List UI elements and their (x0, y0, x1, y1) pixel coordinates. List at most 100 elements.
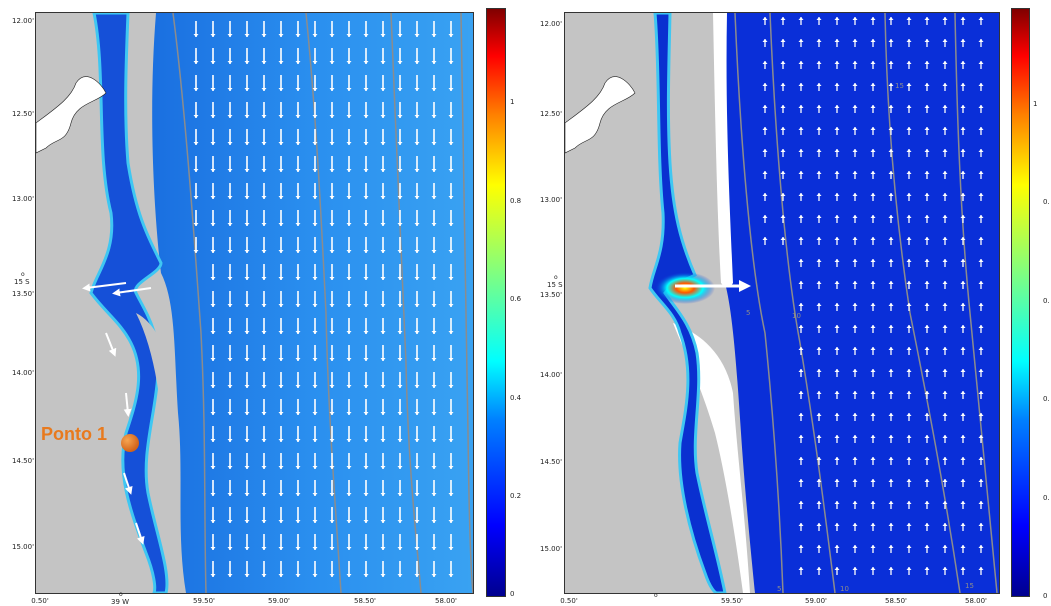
current-arrow-head (978, 435, 984, 438)
current-arrow-head (798, 567, 804, 570)
current-arrow-head (261, 304, 267, 307)
current-arrow-head (380, 331, 386, 334)
current-arrow-head (295, 520, 301, 523)
current-arrow-head (924, 501, 930, 504)
left-ytick: 13.00' (12, 195, 34, 203)
current-arrow-head (448, 385, 454, 388)
current-arrow-head (414, 142, 420, 145)
current-arrow-head (852, 435, 858, 438)
current-arrow-head (852, 237, 858, 240)
current-arrow-head (852, 347, 858, 350)
current-arrow-head (431, 520, 437, 523)
current-arrow-head (942, 523, 948, 526)
right-ytick: 14.50' (540, 458, 562, 466)
current-arrow-head (978, 523, 984, 526)
current-arrow-head (278, 358, 284, 361)
current-arrow-head (380, 115, 386, 118)
current-arrow-head (261, 196, 267, 199)
current-arrow-head (924, 193, 930, 196)
current-arrow-head (329, 88, 335, 91)
current-arrow-head (816, 17, 822, 20)
river-arrow (123, 472, 133, 495)
lat-value: 15 S (14, 278, 30, 286)
current-arrow-head (888, 457, 894, 460)
current-arrow-head (780, 17, 786, 20)
right-lat-label: 15 S o (547, 274, 563, 289)
current-arrow-head (227, 520, 233, 523)
current-arrow-head (261, 169, 267, 172)
current-arrow-head (834, 127, 840, 130)
current-arrow-head (942, 391, 948, 394)
current-arrow-head (210, 250, 216, 253)
current-arrow-head (924, 149, 930, 152)
current-arrow-head (244, 223, 250, 226)
current-arrow-head (906, 501, 912, 504)
current-arrow-head (397, 520, 403, 523)
current-arrow-head (329, 250, 335, 253)
current-arrow-head (852, 281, 858, 284)
current-arrow-head (312, 331, 318, 334)
current-arrow-head (798, 369, 804, 372)
current-arrow-head (924, 105, 930, 108)
current-arrow-head (942, 347, 948, 350)
current-arrow-head (329, 385, 335, 388)
current-arrow-head (762, 149, 768, 152)
current-arrow-head (278, 331, 284, 334)
current-arrow-head (312, 115, 318, 118)
left-cb-tick: 0.2 (510, 492, 522, 500)
current-arrow-head (329, 34, 335, 37)
current-arrow-head (906, 281, 912, 284)
current-arrow-head (924, 17, 930, 20)
current-arrow-head (329, 412, 335, 415)
current-arrow-head (380, 574, 386, 577)
current-arrow-head (295, 223, 301, 226)
current-arrow-head (210, 169, 216, 172)
ponto-1-label: Ponto 1 (41, 424, 107, 444)
ponto-1-marker[interactable] (121, 434, 139, 452)
current-arrow-head (816, 193, 822, 196)
current-arrow-head (278, 493, 284, 496)
current-arrow-head (431, 547, 437, 550)
current-arrow-head (210, 385, 216, 388)
current-arrow-head (346, 493, 352, 496)
current-arrow-head (244, 439, 250, 442)
current-arrow-head (816, 39, 822, 42)
current-arrow-head (978, 193, 984, 196)
current-arrow-head (834, 149, 840, 152)
current-arrow-head (978, 303, 984, 306)
current-arrow-head (278, 277, 284, 280)
current-arrow-head (942, 567, 948, 570)
current-arrow-head (261, 574, 267, 577)
left-ytick: 15.00' (12, 543, 34, 551)
current-arrow-head (906, 171, 912, 174)
left-lat-label: 15 S o (14, 271, 30, 286)
current-arrow-head (762, 39, 768, 42)
current-arrow-head (244, 574, 250, 577)
current-arrow-head (312, 520, 318, 523)
current-arrow-head (888, 281, 894, 284)
current-arrow-head (924, 391, 930, 394)
current-arrow-head (346, 466, 352, 469)
right-map[interactable]: 5 10 15 5 10 15 (564, 12, 1000, 594)
current-arrow-head (210, 34, 216, 37)
current-arrow-head (193, 34, 199, 37)
current-arrow-head (431, 277, 437, 280)
current-arrow-head (870, 281, 876, 284)
current-arrow-head (960, 105, 966, 108)
current-arrow-head (960, 237, 966, 240)
current-arrows (762, 17, 984, 575)
current-arrow-head (363, 277, 369, 280)
current-arrow-head (960, 281, 966, 284)
current-arrow-head (852, 523, 858, 526)
current-arrow-head (978, 39, 984, 42)
current-arrow-head (227, 358, 233, 361)
current-arrow-head (834, 413, 840, 416)
current-arrow-head (227, 115, 233, 118)
current-arrow-head (852, 215, 858, 218)
right-xtick: 58.00' (965, 597, 987, 605)
current-arrow-head (870, 435, 876, 438)
current-arrow-head (924, 303, 930, 306)
left-map[interactable] (35, 12, 474, 594)
current-arrow-head (244, 88, 250, 91)
current-arrow-head (762, 17, 768, 20)
